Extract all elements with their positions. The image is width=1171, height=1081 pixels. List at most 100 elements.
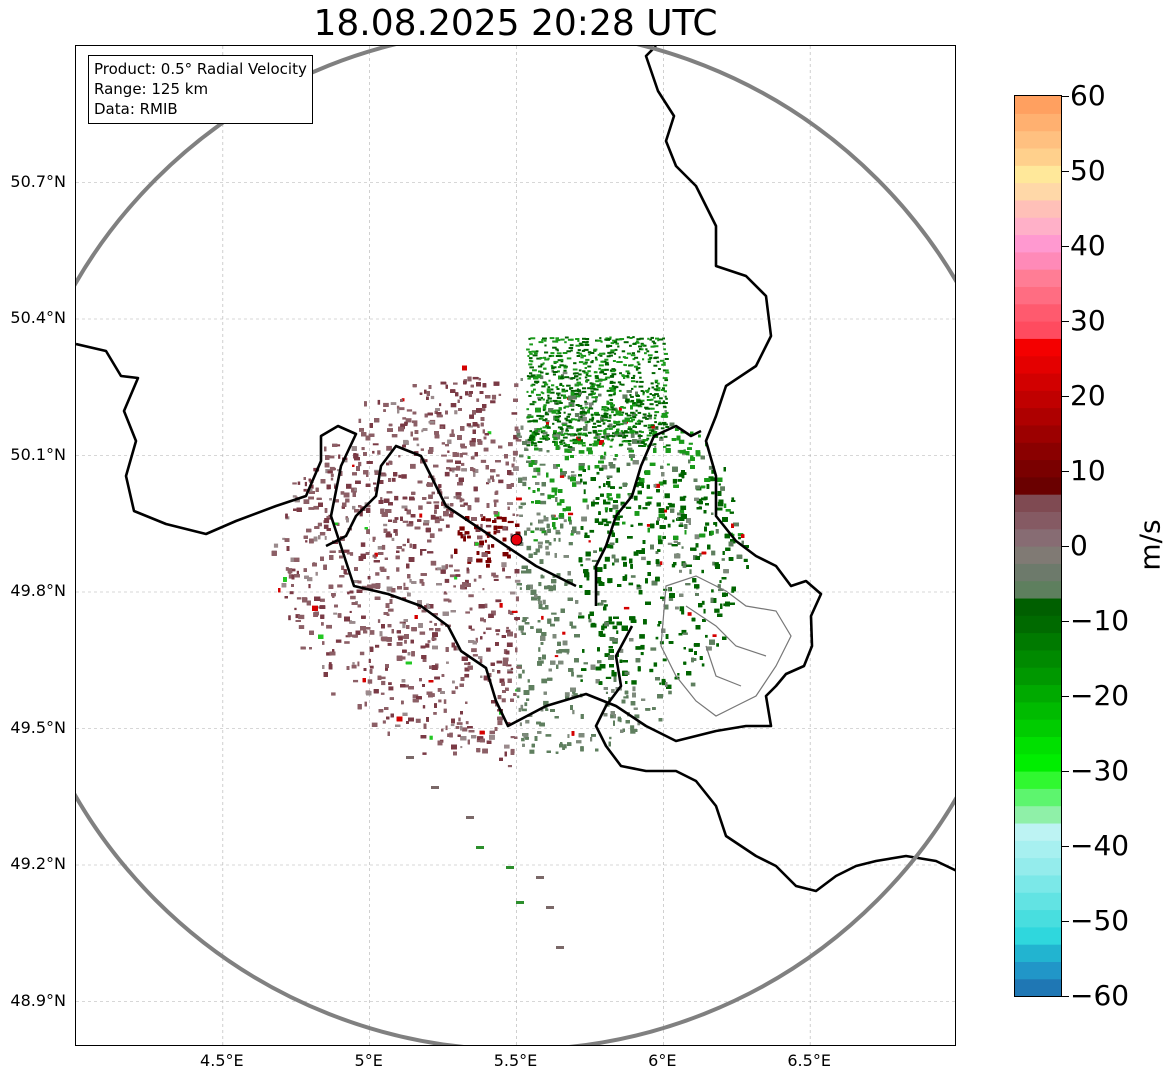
colorbar-segment bbox=[1015, 667, 1061, 686]
colorbar-segment bbox=[1015, 390, 1061, 409]
colorbar-segment bbox=[1015, 269, 1061, 287]
lat-tick-label: 50.7°N bbox=[10, 171, 66, 191]
colorbar-segment bbox=[1015, 961, 1061, 980]
colorbar-tick-label: −10 bbox=[1070, 604, 1130, 637]
colorbar-segment bbox=[1015, 857, 1061, 876]
colorbar-tick bbox=[1062, 621, 1069, 622]
lon-tick-label: 5°E bbox=[354, 1051, 383, 1070]
colorbar-segment bbox=[1015, 251, 1061, 270]
colorbar-segment bbox=[1015, 563, 1061, 582]
country-border bbox=[594, 625, 955, 893]
colorbar-segment bbox=[1015, 303, 1061, 322]
colorbar-segment bbox=[1015, 234, 1061, 253]
colorbar-segment bbox=[1015, 182, 1061, 201]
colorbar-tick-label: −40 bbox=[1070, 829, 1130, 862]
colorbar-segment bbox=[1015, 701, 1061, 720]
range-ring bbox=[76, 46, 955, 1045]
colorbar-segment bbox=[1015, 615, 1061, 634]
colorbar-segment bbox=[1015, 165, 1061, 184]
colorbar-segment bbox=[1015, 199, 1061, 218]
colorbar-segment bbox=[1015, 286, 1061, 305]
colorbar-segment bbox=[1015, 546, 1061, 564]
country-border bbox=[325, 444, 577, 588]
colorbar-segment bbox=[1015, 632, 1061, 651]
range-label: Range: 125 km bbox=[94, 80, 209, 98]
province-border bbox=[660, 575, 792, 717]
product-label: Product: 0.5° Radial Velocity bbox=[94, 60, 307, 78]
lat-tick-label: 49.2°N bbox=[10, 854, 66, 873]
country-border bbox=[594, 424, 702, 606]
colorbar-segment bbox=[1015, 874, 1061, 893]
lat-tick-label: 49.8°N bbox=[10, 581, 66, 600]
colorbar-gradient bbox=[1015, 96, 1061, 996]
colorbar-segment bbox=[1015, 840, 1061, 859]
colorbar-tick bbox=[1062, 321, 1069, 322]
colorbar-segment bbox=[1015, 528, 1061, 547]
colorbar-segment bbox=[1015, 771, 1061, 789]
colorbar-unit-label: m/s bbox=[1133, 519, 1167, 571]
colorbar-segment bbox=[1015, 147, 1061, 166]
colorbar-tick-label: −60 bbox=[1070, 979, 1130, 1012]
colorbar-tick bbox=[1062, 771, 1069, 772]
lat-tick-label: 50.1°N bbox=[10, 444, 66, 464]
colorbar-segment bbox=[1015, 736, 1061, 755]
colorbar-segment bbox=[1015, 926, 1061, 945]
colorbar-segment bbox=[1015, 978, 1061, 996]
colorbar-segment bbox=[1015, 788, 1061, 807]
lat-tick-label: 50.4°N bbox=[10, 308, 66, 327]
colorbar-segment bbox=[1015, 113, 1061, 132]
colorbar-segment bbox=[1015, 494, 1061, 512]
colorbar-tick-label: 40 bbox=[1070, 229, 1106, 262]
colorbar-tick bbox=[1062, 471, 1069, 472]
colorbar-tick bbox=[1062, 996, 1069, 997]
colorbar-tick bbox=[1062, 396, 1069, 397]
colorbar-segment bbox=[1015, 424, 1061, 443]
country-border bbox=[76, 46, 823, 743]
colorbar-segment bbox=[1015, 753, 1061, 772]
lat-tick-label: 49.5°N bbox=[10, 717, 66, 737]
colorbar-tick bbox=[1062, 246, 1069, 247]
colorbar-segment bbox=[1015, 909, 1061, 928]
colorbar-segment bbox=[1015, 476, 1061, 495]
province-border bbox=[685, 605, 767, 687]
product-info-box: Product: 0.5° Radial Velocity Range: 125… bbox=[88, 55, 313, 124]
lon-tick-label: 5.5°E bbox=[493, 1051, 538, 1070]
colorbar-segment bbox=[1015, 442, 1061, 461]
colorbar-tick-label: −20 bbox=[1070, 679, 1130, 712]
colorbar-segment bbox=[1015, 217, 1061, 236]
velocity-colorbar bbox=[1014, 95, 1062, 997]
lat-tick-label: 48.9°N bbox=[10, 990, 66, 1010]
colorbar-segment bbox=[1015, 649, 1061, 668]
colorbar-tick-label: 50 bbox=[1070, 154, 1106, 187]
colorbar-tick bbox=[1062, 696, 1069, 697]
colorbar-segment bbox=[1015, 338, 1061, 357]
colorbar-tick-label: 30 bbox=[1070, 304, 1106, 337]
radar-map[interactable] bbox=[75, 45, 956, 1046]
colorbar-tick-label: 20 bbox=[1070, 379, 1106, 412]
colorbar-segment bbox=[1015, 96, 1061, 114]
radar-site-marker bbox=[510, 533, 523, 546]
lon-tick-label: 6.5°E bbox=[787, 1051, 831, 1070]
colorbar-tick bbox=[1062, 846, 1069, 847]
colorbar-segment bbox=[1015, 719, 1061, 737]
colorbar-tick bbox=[1062, 546, 1069, 547]
colorbar-tick-label: 10 bbox=[1070, 454, 1106, 487]
colorbar-tick bbox=[1062, 171, 1069, 172]
colorbar-segment bbox=[1015, 944, 1061, 962]
colorbar-segment bbox=[1015, 580, 1061, 599]
data-source-label: Data: RMIB bbox=[94, 100, 178, 118]
colorbar-segment bbox=[1015, 372, 1061, 391]
colorbar-segment bbox=[1015, 892, 1061, 911]
colorbar-segment bbox=[1015, 597, 1061, 616]
colorbar-tick bbox=[1062, 921, 1069, 922]
colorbar-segment bbox=[1015, 355, 1061, 374]
colorbar-tick-label: 60 bbox=[1070, 79, 1106, 112]
lon-tick-label: 6°E bbox=[648, 1051, 677, 1070]
colorbar-segment bbox=[1015, 321, 1061, 339]
colorbar-tick-label: −30 bbox=[1070, 754, 1130, 787]
colorbar-tick-label: 0 bbox=[1070, 529, 1088, 562]
radar-map-canvas bbox=[76, 46, 955, 1045]
colorbar-segment bbox=[1015, 684, 1061, 703]
colorbar-segment bbox=[1015, 407, 1061, 426]
colorbar-segment bbox=[1015, 130, 1061, 149]
